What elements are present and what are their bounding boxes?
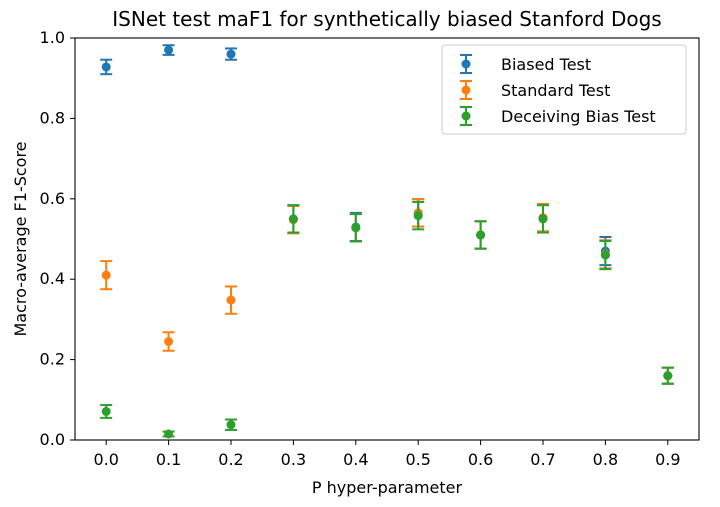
y-tick-label: 0.6 [40,189,65,208]
x-tick-label: 0.7 [530,450,555,469]
y-tick-label: 0.2 [40,350,65,369]
data-point [226,295,236,305]
data-point [164,429,174,439]
series-deceiving-bias-test [100,201,674,439]
data-point [226,49,236,59]
x-tick-label: 0.3 [281,450,306,469]
data-point [101,62,111,72]
legend-marker-dot [461,59,471,69]
y-axis: 0.0 0.2 0.4 0.6 0.8 1.0 [40,28,75,449]
x-axis-label: P hyper-parameter [312,478,463,497]
data-point [476,230,486,240]
legend-label: Biased Test [501,55,591,74]
y-tick-label: 1.0 [40,28,65,47]
legend-label: Standard Test [501,81,610,100]
data-point [164,337,174,347]
legend-marker-dot [461,111,471,121]
x-tick-label: 0.9 [655,450,680,469]
data-point [101,406,111,416]
x-tick-label: 0.6 [468,450,493,469]
chart-title: ISNet test maF1 for synthetically biased… [112,7,661,31]
y-tick-label: 0.8 [40,108,65,127]
legend-marker-dot [461,85,471,95]
y-axis-label: Macro-average F1-Score [11,141,30,336]
data-point [663,371,673,381]
x-tick-label: 0.1 [156,450,181,469]
x-tick-label: 0.8 [593,450,618,469]
legend: Biased Test Standard Test Deceiving Bias T… [441,44,687,135]
legend-label: Deceiving Bias Test [501,107,656,126]
data-point [351,223,361,233]
data-point [101,270,111,280]
series-layer [100,44,674,439]
x-tick-label: 0.2 [218,450,243,469]
x-axis: 0.0 0.1 0.2 0.3 0.4 0.5 0.6 0.7 0.8 0.9 [93,440,681,469]
y-tick-label: 0.4 [40,269,65,288]
x-tick-label: 0.4 [343,450,368,469]
data-point [226,420,236,430]
data-point [538,214,548,224]
data-point [413,211,423,221]
plot-frame [74,37,700,441]
data-point [288,214,298,224]
x-tick-label: 0.5 [405,450,430,469]
x-tick-label: 0.0 [93,450,118,469]
y-tick-label: 0.0 [40,430,65,449]
data-point [164,45,174,55]
data-point [600,250,610,260]
legend-box [441,44,687,135]
